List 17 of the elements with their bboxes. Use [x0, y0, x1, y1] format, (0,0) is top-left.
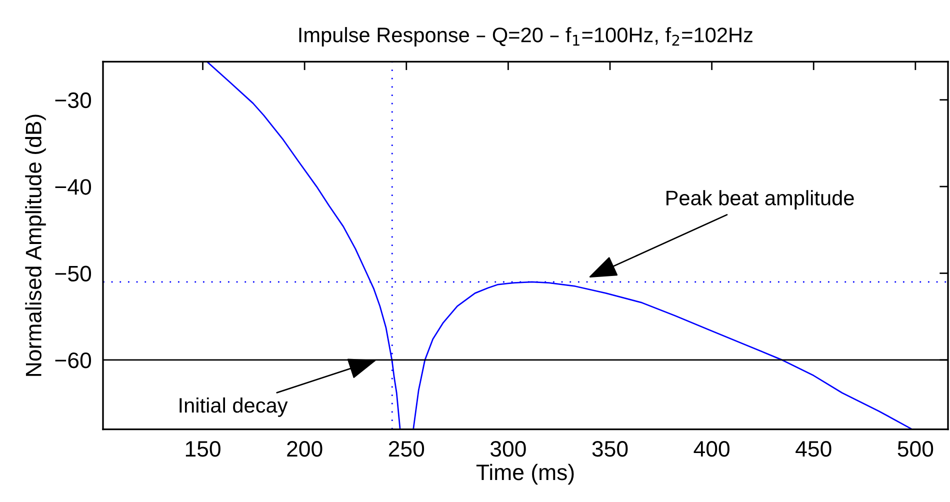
y-axis-title: Normalised Amplitude (dB) [25, 114, 46, 376]
annotation: Peak beat amplitude [666, 190, 854, 210]
x-axis-title: Time (ms) [476, 464, 574, 485]
annotation: Initial decay [180, 397, 288, 417]
x-tick-label: 450 [796, 441, 832, 457]
x-tick-label: 300 [490, 441, 526, 457]
x-tick-label: 200 [287, 441, 322, 457]
x-tick-label: 150 [186, 441, 220, 457]
y-tick-label: −60 [55, 352, 92, 368]
y-tick-label: −50 [55, 266, 92, 282]
x-tick-label: 350 [592, 441, 628, 457]
chart-title: Impulse Response – Q=20 – f$_{1}$=100Hz, f$_{2}$=102Hz [299, 27, 752, 46]
x-tick-label: 250 [388, 441, 424, 457]
x-tick-label: 400 [694, 441, 730, 457]
y-tick-label: −40 [55, 179, 92, 195]
x-tick-label: 500 [898, 441, 934, 457]
y-tick-label: −30 [55, 92, 92, 108]
